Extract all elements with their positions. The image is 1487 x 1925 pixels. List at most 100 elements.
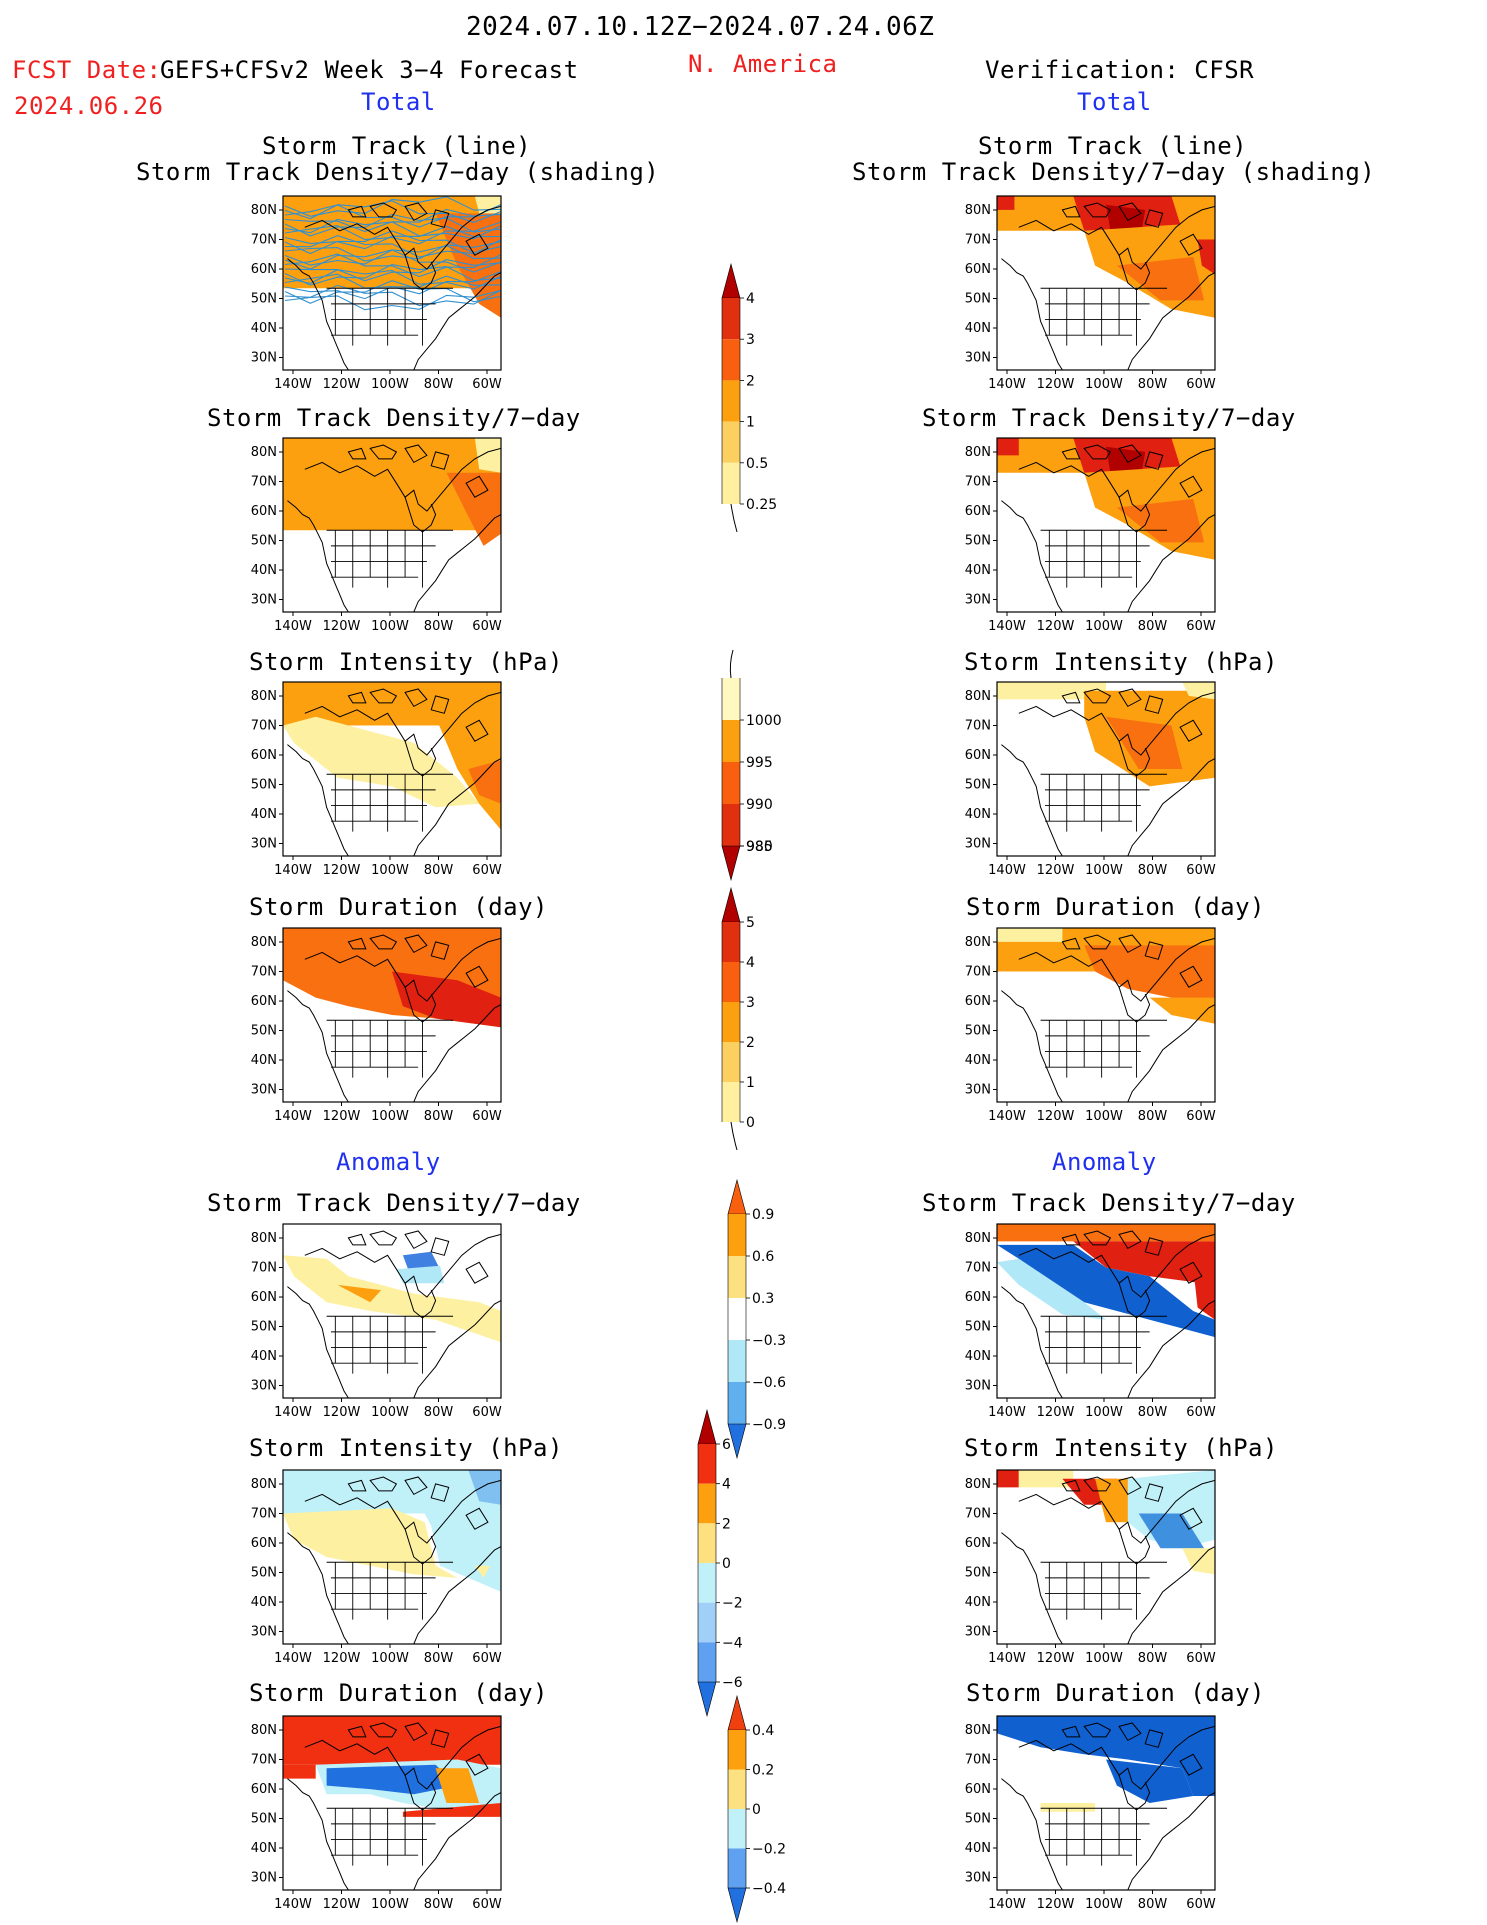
lon-tick-label: 100W	[1085, 1109, 1123, 1124]
lon-tick-label: 60W	[472, 863, 502, 878]
island-outline	[347, 1233, 367, 1246]
lat-tick-label: 60N	[251, 262, 277, 277]
island-outline	[1061, 937, 1081, 950]
lat-tick-label: 40N	[965, 563, 991, 578]
shaded-region	[283, 1255, 501, 1343]
lat-tick-label: 70N	[965, 1261, 991, 1276]
map-frame	[996, 437, 1216, 613]
coastline	[1127, 514, 1215, 612]
island-outline	[1061, 205, 1081, 218]
lon-tick-label: 120W	[1037, 1109, 1075, 1124]
us-state-borders	[1040, 1019, 1168, 1078]
island-outline	[1144, 695, 1164, 714]
coastline	[304, 1233, 501, 1298]
coastline	[1127, 1300, 1215, 1398]
island-outline	[404, 1230, 428, 1250]
map-panel-left-intensity: 80N 70N 60N 50N 40N 30N 140W 120W 100W 80W 60W	[251, 681, 502, 878]
lat-tick-label: 60N	[251, 994, 277, 1009]
map-frame	[996, 195, 1216, 371]
island-outline	[1179, 1507, 1203, 1530]
colorbar-tick-label: 2	[722, 1516, 731, 1532]
lon-tick-label: 60W	[472, 377, 502, 392]
lon-tick-label: 140W	[274, 1897, 312, 1912]
shaded-region	[997, 1258, 1106, 1320]
lon-tick-label: 100W	[371, 1405, 409, 1420]
island-outline	[1118, 444, 1142, 464]
island-outline	[369, 934, 398, 950]
lon-tick-label: 100W	[371, 619, 409, 634]
colorbar-anom-intensity: 6 4 2 0 −2 −4 −6	[697, 1408, 743, 1718]
lon-tick-label: 140W	[274, 619, 312, 634]
colorbar-tick-label: 2	[746, 1035, 755, 1051]
lon-tick-label: 140W	[274, 1109, 312, 1124]
island-outline	[430, 941, 450, 960]
lon-tick-label: 120W	[323, 377, 361, 392]
island-outline	[465, 475, 489, 498]
us-state-borders	[326, 773, 454, 832]
us-state-borders	[1040, 529, 1168, 588]
lon-tick-label: 60W	[472, 1405, 502, 1420]
coastline	[304, 447, 501, 512]
coastline	[1001, 500, 1063, 612]
coastline	[287, 500, 349, 612]
island-outline	[347, 691, 367, 704]
island-outline	[1179, 965, 1203, 988]
lon-tick-label: 140W	[274, 377, 312, 392]
title-right-track-line: Storm Track (line)	[978, 132, 1248, 160]
island-outline	[369, 1722, 398, 1738]
us-state-borders	[326, 287, 454, 346]
coastline	[1018, 937, 1215, 1002]
forecast-name: GEFS+CFSv2 Week 3−4 Forecast	[160, 56, 579, 84]
island-outline	[347, 1479, 367, 1492]
lon-tick-label: 60W	[1186, 377, 1216, 392]
lat-tick-label: 40N	[251, 1053, 277, 1068]
lat-tick-label: 60N	[965, 504, 991, 519]
colorbar-tick-label: 3	[746, 332, 755, 348]
lon-tick-label: 100W	[1085, 619, 1123, 634]
lon-tick-label: 140W	[988, 1651, 1026, 1666]
island-outline	[369, 1476, 398, 1492]
lat-tick-label: 50N	[251, 292, 277, 307]
colorbar-tick-label: 4	[722, 1477, 731, 1493]
lon-tick-label: 60W	[472, 1651, 502, 1666]
lon-tick-label: 60W	[1186, 863, 1216, 878]
island-outline	[369, 202, 398, 218]
shaded-region	[474, 438, 501, 473]
lon-tick-label: 140W	[988, 377, 1026, 392]
island-outline	[465, 965, 489, 988]
island-outline	[1118, 1476, 1142, 1496]
shaded-region	[1106, 1759, 1194, 1803]
coastline	[1018, 1725, 1215, 1790]
shaded-region	[396, 1265, 445, 1284]
date-range-title: 2024.07.10.12Z−2024.07.24.06Z	[466, 12, 935, 42]
coastline	[1127, 758, 1215, 856]
lat-tick-label: 30N	[965, 1625, 991, 1640]
section-total-right: Total	[1077, 88, 1152, 116]
colorbar-tick-label: −4	[722, 1635, 743, 1651]
shaded-region	[283, 682, 501, 726]
lat-tick-label: 50N	[251, 1320, 277, 1335]
lat-tick-label: 40N	[965, 1053, 991, 1068]
lon-tick-label: 60W	[1186, 619, 1216, 634]
lat-tick-label: 50N	[251, 778, 277, 793]
island-outline	[1144, 209, 1164, 228]
lat-tick-label: 50N	[965, 534, 991, 549]
map-frame	[996, 1469, 1216, 1645]
colorbar-total-density: 4 3 2 1 0.5 0.25	[721, 262, 777, 533]
island-outline	[1118, 202, 1142, 222]
lat-tick-label: 80N	[251, 689, 277, 704]
lat-tick-label: 70N	[251, 965, 277, 980]
island-outline	[347, 205, 367, 218]
lat-tick-label: 40N	[251, 321, 277, 336]
lat-tick-label: 60N	[251, 1536, 277, 1551]
island-outline	[1144, 1237, 1164, 1256]
island-outline	[465, 719, 489, 742]
island-outline	[1144, 451, 1164, 470]
shaded-region	[1106, 716, 1183, 769]
lat-tick-label: 50N	[965, 292, 991, 307]
map-panel-right-anom-duration: 80N 70N 60N 50N 40N 30N 140W 120W 100W 80W 60W	[965, 1715, 1216, 1912]
lon-tick-label: 80W	[424, 619, 454, 634]
lon-tick-label: 80W	[1138, 619, 1168, 634]
us-state-borders	[1040, 1807, 1168, 1866]
title-left-anom-duration: Storm Duration (day)	[249, 1679, 548, 1707]
